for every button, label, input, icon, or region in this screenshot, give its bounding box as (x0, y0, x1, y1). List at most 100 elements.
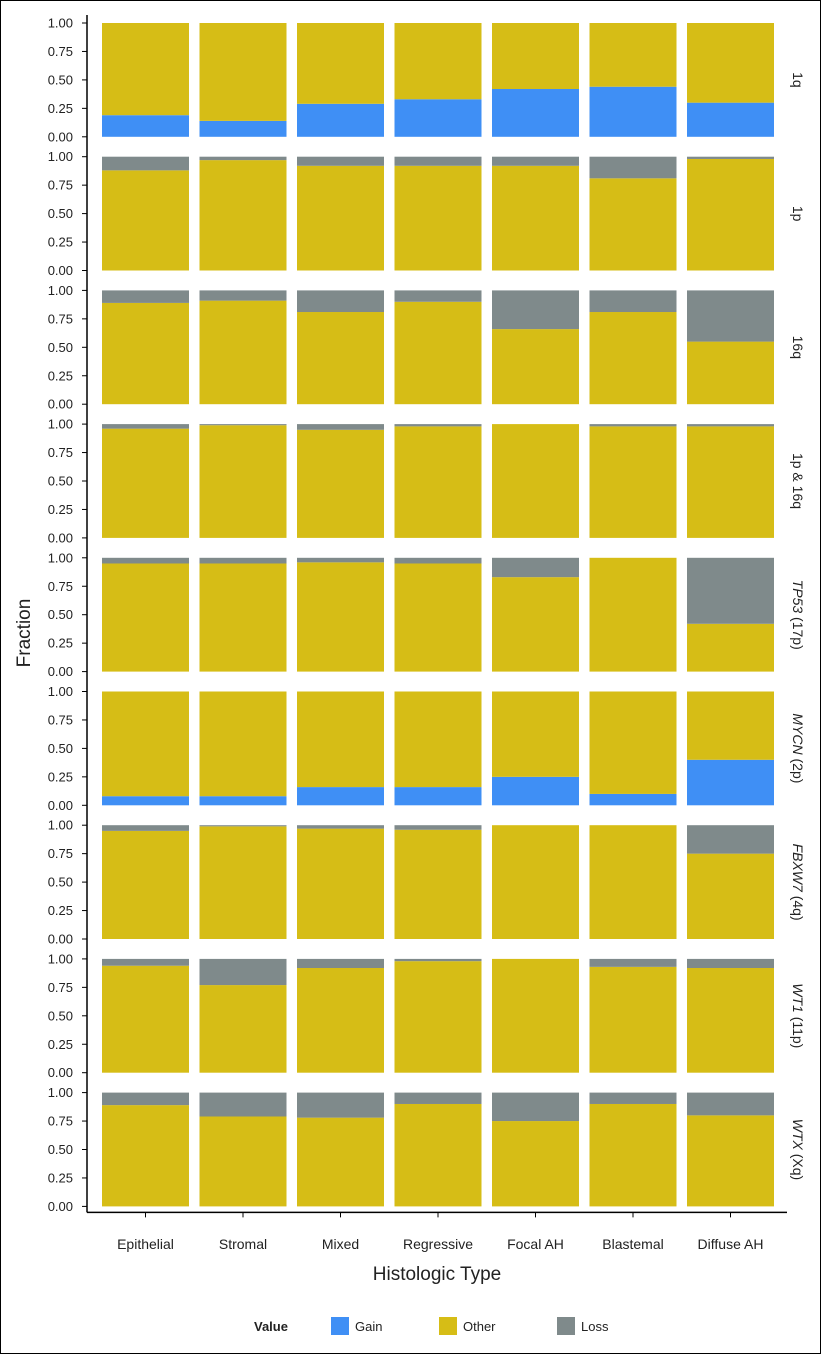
bar-gain (297, 787, 384, 806)
bar-loss (687, 958, 774, 969)
bar-loss (199, 290, 287, 301)
bar-gain (199, 796, 287, 806)
legend: Value Gain Other Loss (1, 1317, 821, 1341)
y-tick-label: 0.50 (48, 474, 73, 489)
bar-loss (589, 1092, 677, 1104)
bar-loss (589, 424, 677, 427)
facet-label: WT1 (11p) (790, 983, 806, 1048)
bar-other (102, 965, 189, 1073)
bar-other (492, 1121, 579, 1207)
y-tick-label: 0.00 (48, 1065, 73, 1080)
y-tick-label: 1.00 (48, 951, 73, 966)
bar-other (492, 329, 579, 405)
bar-other (199, 691, 287, 797)
bar-other (492, 825, 579, 939)
y-tick-label: 1.00 (48, 16, 73, 31)
bar-other (687, 1115, 774, 1207)
bar-loss (297, 1092, 384, 1118)
faceted-stacked-bar-chart: 0.00 0.25 0.50 0.75 1.00 1q 0.00 0.25 0.50 0.75 1.… (14, 15, 806, 1285)
bar-other (394, 691, 482, 788)
bar-other (589, 557, 677, 672)
bar-loss (297, 557, 384, 563)
bar-loss (199, 557, 287, 564)
bar-loss (394, 290, 482, 302)
y-tick-label: 1.00 (48, 1085, 73, 1100)
bar-other (687, 968, 774, 1073)
y-tick-label: 0.00 (48, 1199, 73, 1214)
bar-loss (297, 958, 384, 969)
bar-other (589, 312, 677, 405)
bar-other (394, 301, 482, 405)
bar-gain (492, 89, 579, 137)
bar-other (394, 165, 482, 271)
bar-loss (297, 156, 384, 166)
y-tick-label: 0.00 (48, 932, 73, 947)
y-tick-label: 0.75 (48, 846, 73, 861)
y-tick-label: 0.00 (48, 397, 73, 412)
bar-other (394, 563, 482, 672)
bar-other (102, 1105, 189, 1207)
bar-other (199, 300, 287, 405)
bar-gain (589, 86, 677, 137)
y-tick-label: 0.25 (48, 101, 73, 116)
bar-gain (102, 796, 189, 806)
bar-other (102, 691, 189, 797)
bar-loss (394, 156, 482, 166)
y-tick-label: 0.75 (48, 1114, 73, 1129)
legend-label-loss: Loss (581, 1318, 609, 1334)
bar-loss (102, 958, 189, 966)
y-tick-label: 0.75 (48, 579, 73, 594)
bar-loss (394, 1092, 482, 1104)
facet-label: TP53 (17p) (790, 580, 806, 650)
y-axis-title: Fraction (14, 599, 35, 668)
y-tick-label: 1.00 (48, 417, 73, 432)
y-tick-label: 0.75 (48, 445, 73, 460)
bar-other (589, 1103, 677, 1207)
y-tick-label: 0.75 (48, 311, 73, 326)
legend-item-other: Other (439, 1317, 496, 1335)
bar-other (394, 829, 482, 939)
bar-gain (102, 115, 189, 137)
bar-loss (687, 424, 774, 427)
bar-gain (687, 759, 774, 806)
bar-other (394, 426, 482, 538)
bar-other (687, 23, 774, 103)
x-tick-label: Focal AH (507, 1236, 564, 1252)
bar-gain (589, 793, 677, 806)
facet-label: 16q (790, 336, 806, 359)
y-tick-label: 0.25 (48, 1170, 73, 1185)
bar-loss (687, 557, 774, 624)
bar-other (297, 312, 384, 405)
bar-loss (297, 290, 384, 313)
bar-other (492, 23, 579, 90)
x-tick-label: Blastemal (602, 1236, 663, 1252)
bar-other (492, 424, 579, 538)
bar-loss (297, 825, 384, 829)
bar-loss (102, 557, 189, 564)
bar-other (687, 341, 774, 405)
bar-other (102, 23, 189, 116)
bar-other (297, 23, 384, 104)
y-tick-label: 0.00 (48, 263, 73, 278)
bar-loss (102, 290, 189, 303)
bar-loss (492, 156, 579, 166)
bar-other (492, 691, 579, 777)
bar-other (102, 428, 189, 538)
y-tick-label: 0.50 (48, 1142, 73, 1157)
y-tick-label: 0.00 (48, 530, 73, 545)
bar-loss (687, 156, 774, 159)
y-tick-label: 1.00 (48, 684, 73, 699)
bar-loss (102, 156, 189, 171)
y-tick-label: 0.25 (48, 368, 73, 383)
bar-gain (394, 99, 482, 137)
bar-loss (297, 424, 384, 430)
y-tick-label: 0.50 (48, 340, 73, 355)
y-tick-label: 0.25 (48, 502, 73, 517)
y-tick-label: 0.25 (48, 1037, 73, 1052)
x-axis-title: Histologic Type (373, 1264, 502, 1285)
bar-loss (102, 424, 189, 429)
bar-other (297, 429, 384, 538)
bar-loss (102, 825, 189, 831)
bar-loss (199, 1092, 287, 1117)
legend-title: Value (254, 1319, 288, 1334)
